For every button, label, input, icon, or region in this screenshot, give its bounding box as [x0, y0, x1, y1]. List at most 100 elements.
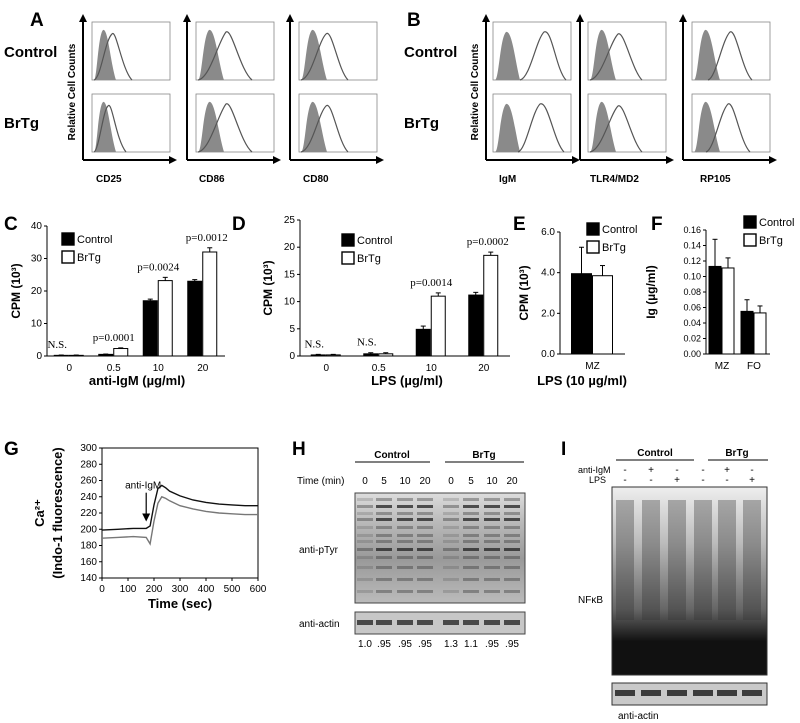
blot-h-band — [463, 534, 479, 537]
y-axis-title: CPM (10³) — [517, 265, 531, 320]
blot-h-group-control: Control — [374, 450, 410, 461]
legend-swatch-control — [341, 233, 355, 247]
blot-h-band — [417, 505, 433, 508]
blot-h-band — [376, 548, 392, 551]
blot-h-band — [504, 512, 520, 515]
blot-h-value-7: .95 — [505, 639, 519, 650]
blot-h-actin-band — [417, 620, 433, 625]
legend-swatch-control — [586, 222, 600, 236]
x-category-label: 10 — [153, 363, 165, 374]
blot-h-band — [357, 566, 373, 569]
blot-h-band — [376, 505, 392, 508]
y-tick-label: 260 — [80, 476, 97, 487]
x-tick-label: 300 — [172, 584, 189, 595]
y-tick-label: 0.10 — [683, 272, 701, 282]
blot-h-band — [463, 556, 479, 559]
y-tick-label: 0.12 — [683, 256, 701, 266]
blot-h-band — [504, 590, 520, 593]
row-label-control-a: Control — [4, 44, 57, 61]
emsa-lps-sign-2: + — [674, 475, 680, 486]
y-tick-label: 0.06 — [683, 303, 701, 313]
blot-h-band — [397, 498, 413, 501]
blot-h-actin-band — [504, 620, 520, 625]
emsa-lps-sign-1: - — [649, 475, 652, 486]
y-tick-label: 0 — [36, 351, 42, 362]
y-axis-title: Ig (µg/ml) — [644, 265, 658, 319]
blot-h-band — [443, 534, 459, 537]
bar-control-0 — [310, 354, 326, 357]
blot-h-band — [397, 566, 413, 569]
blot-h-band — [417, 540, 433, 543]
marker-label-igm: IgM — [499, 174, 516, 185]
panel-label-i: I — [561, 439, 566, 460]
emsa-nfkb-blot: Control BrTg anti-IgM LPS --+--+--+--+ N… — [578, 448, 768, 722]
blot-h-band — [376, 556, 392, 559]
x-tick-label: 400 — [198, 584, 215, 595]
bar-brtg-0 — [325, 354, 341, 357]
blot-h-band — [463, 526, 479, 529]
y-tick-label: 0.00 — [683, 349, 701, 359]
blot-h-band — [443, 518, 459, 521]
bar-brtg-20 — [202, 251, 218, 357]
emsa-actin-band — [717, 690, 737, 696]
panel-label-f: F — [651, 214, 663, 235]
blot-h-band — [484, 590, 500, 593]
y-tick-label: 180 — [80, 541, 97, 552]
emsa-lane — [743, 500, 761, 620]
emsa-lps-sign-0: - — [623, 475, 626, 486]
blot-h-band — [463, 518, 479, 521]
emsa-band-label: NFκB — [578, 595, 603, 606]
blot-h-band — [463, 590, 479, 593]
emsa-lane — [668, 500, 686, 620]
bar-control-FO — [740, 310, 754, 355]
x-axis-title: Time (sec) — [148, 596, 212, 611]
blot-h-value-4: 1.3 — [444, 639, 458, 650]
marker-label-cd86: CD86 — [199, 174, 225, 185]
blot-h-band — [417, 534, 433, 537]
stimulus-label: anti-IgM — [125, 481, 161, 492]
blot-h-band — [484, 566, 500, 569]
marker-label-tlr4md2: TLR4/MD2 — [590, 174, 639, 185]
blot-h-band — [504, 526, 520, 529]
blot-h-band — [504, 498, 520, 501]
blot-h-band — [484, 512, 500, 515]
blot-h-band — [484, 526, 500, 529]
blot-h-band — [397, 526, 413, 529]
bar-control-20 — [187, 280, 203, 357]
emsa-row-actin: anti-actin — [618, 711, 659, 722]
emsa-anti-igm-sign-5: - — [750, 465, 753, 476]
blot-h-band — [417, 548, 433, 551]
y-tick-label: 25 — [284, 215, 296, 226]
legend-swatch-brtg — [743, 233, 757, 247]
blot-h-band — [463, 566, 479, 569]
emsa-anti-igm-sign-3: - — [701, 465, 704, 476]
marker-label-rp105: RP105 — [700, 174, 731, 185]
x-category-label: 0 — [66, 363, 72, 374]
blot-h-band — [357, 512, 373, 515]
x-axis-title: anti-IgM (µg/ml) — [89, 373, 185, 388]
emsa-actin-band — [742, 690, 762, 696]
blot-h-band — [443, 590, 459, 593]
emsa-lane — [694, 500, 712, 620]
blot-h-band — [417, 518, 433, 521]
bar-chart-mz-lps: 0.0 2.0 4.0 6.0 MZ Control BrTg LPS (10 µg/ml) C… — [517, 222, 637, 388]
y-tick-label: 160 — [80, 557, 97, 568]
marker-label-cd25: CD25 — [96, 174, 122, 185]
blot-h-band — [397, 548, 413, 551]
y-tick-label: 280 — [80, 459, 97, 470]
blot-h-value-1: .95 — [377, 639, 391, 650]
blot-h-band — [417, 566, 433, 569]
x-category-label: 0.5 — [107, 363, 121, 374]
blot-h-value-5: 1.1 — [464, 639, 478, 650]
emsa-actin-band — [693, 690, 713, 696]
x-tick-label: 500 — [224, 584, 241, 595]
blot-h-band — [484, 505, 500, 508]
blot-h-band — [484, 534, 500, 537]
significance-annotation: N.S. — [357, 337, 377, 349]
x-category-label: 0.5 — [372, 363, 386, 374]
blot-h-band — [443, 578, 459, 581]
blot-h-band — [357, 526, 373, 529]
legend-label-brtg: BrTg — [77, 252, 101, 264]
significance-annotation: N.S. — [304, 338, 324, 350]
blot-h-band — [357, 505, 373, 508]
